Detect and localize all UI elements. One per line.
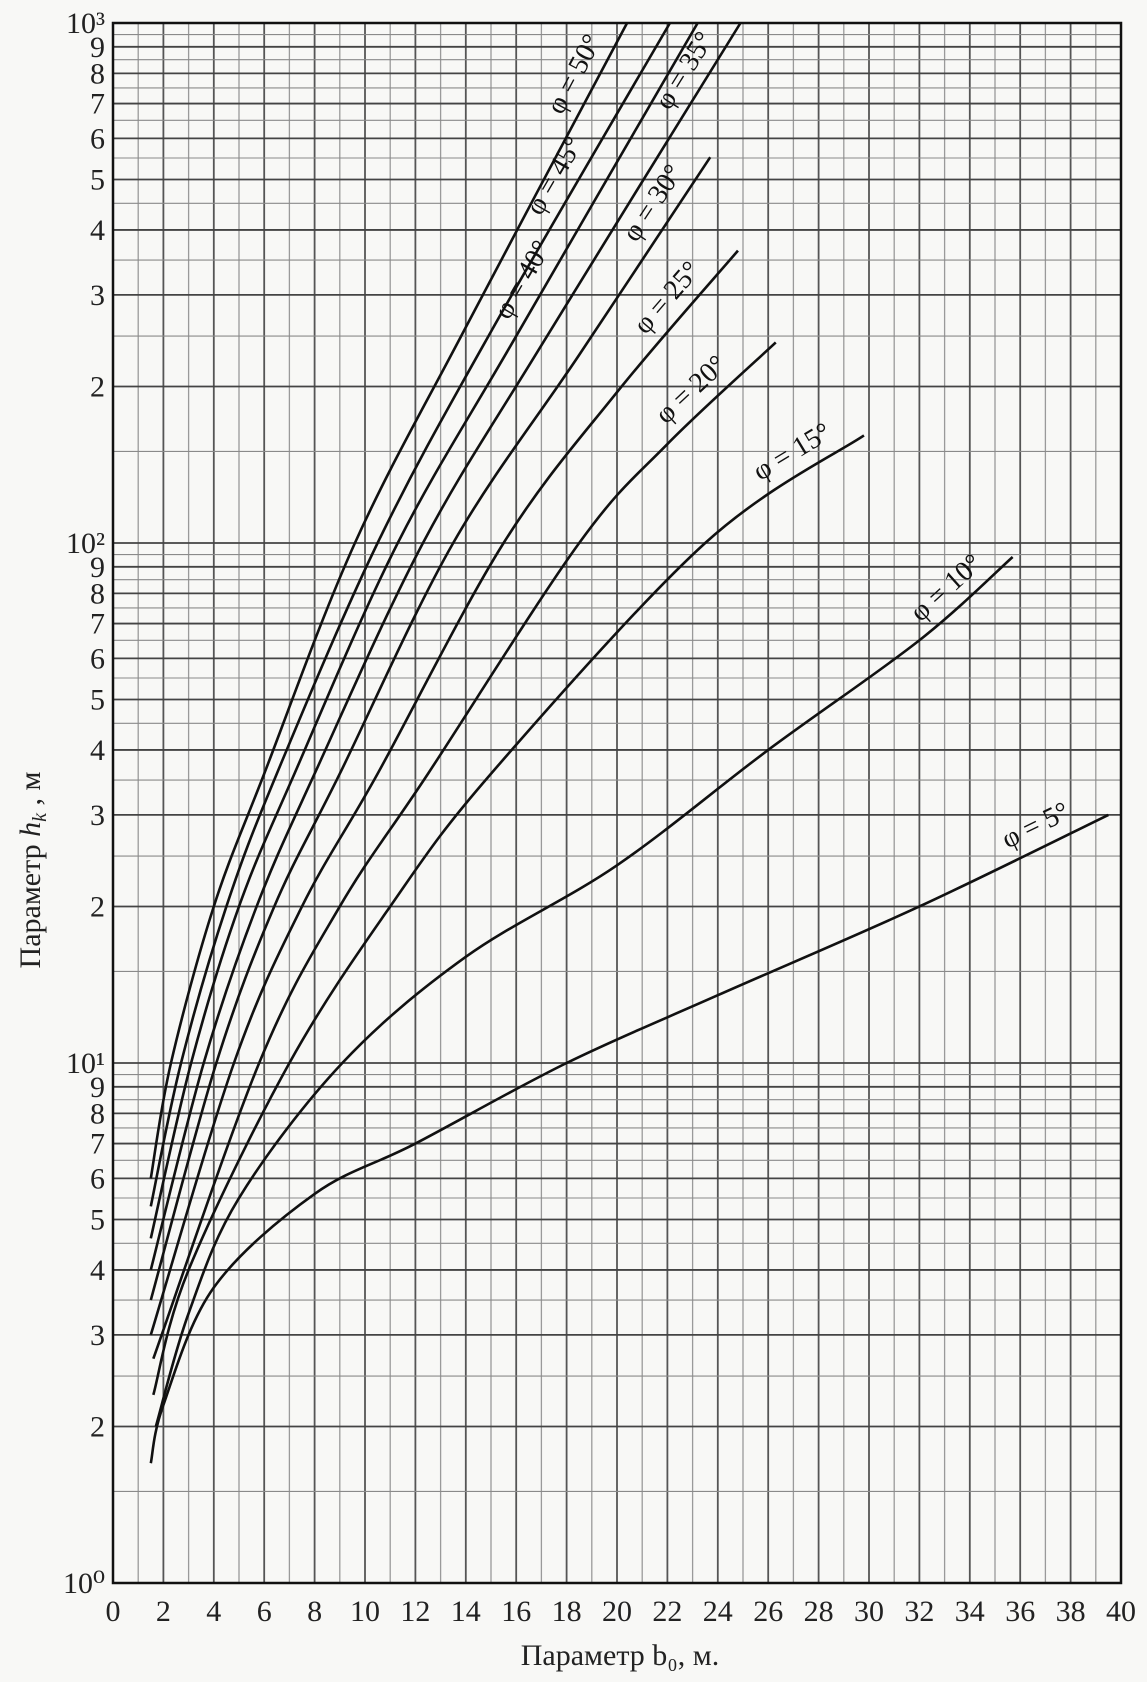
x-tick-label: 20: [602, 1595, 632, 1628]
y-axis-label: Параметр hk , м: [14, 772, 51, 969]
y-label-sub: k: [29, 812, 51, 822]
series-line-phi-40: [149, 22, 699, 1239]
series-line-phi-10: [154, 556, 1014, 1427]
y-tick-label: 6: [90, 1162, 105, 1195]
x-tick-label: 36: [1005, 1595, 1035, 1628]
x-tick-label: 34: [955, 1595, 985, 1628]
x-tick-label: 30: [854, 1595, 884, 1628]
series-label: φ = 45°: [520, 131, 590, 220]
y-tick-label: 3: [90, 799, 105, 832]
series-line-phi-35: [149, 22, 742, 1271]
y-tick-label: 9: [90, 31, 105, 64]
x-tick-label: 32: [904, 1595, 934, 1628]
series-line-phi-25: [149, 249, 739, 1336]
y-tick-label: 7: [90, 88, 105, 121]
x-tick-label: 6: [257, 1595, 272, 1628]
y-tick-label: 3: [90, 1319, 105, 1352]
series-label: φ = 20°: [650, 349, 733, 430]
y-tick-label: 4: [90, 1254, 105, 1287]
y-label-suffix: , м: [14, 772, 47, 814]
y-label-var: h: [14, 822, 47, 837]
y-tick-label: 5: [90, 164, 105, 197]
y-label-prefix: Параметр: [14, 837, 47, 969]
x-tick-label: 38: [1056, 1595, 1086, 1628]
series-line-phi-5: [149, 813, 1109, 1464]
y-tick-label: 7: [90, 608, 105, 641]
x-tick-label: 8: [307, 1595, 322, 1628]
x-tick-label: 18: [552, 1595, 582, 1628]
x-tick-label: 12: [400, 1595, 430, 1628]
x-tick-label: 2: [156, 1595, 171, 1628]
y-tick-label: 9: [90, 551, 105, 584]
y-tick-label: 4: [90, 214, 105, 247]
x-tick-label: 10: [350, 1595, 380, 1628]
x-tick-label: 14: [451, 1595, 481, 1628]
y-tick-label: 8: [90, 577, 105, 610]
x-tick-label: 16: [501, 1595, 531, 1628]
y-tick-label: 10³: [66, 7, 105, 40]
series-label: φ = 40°: [488, 235, 557, 324]
y-tick-label: 8: [90, 57, 105, 90]
series-line-phi-30: [149, 156, 712, 1301]
y-tick-label: 9: [90, 1071, 105, 1104]
plot-frame: [111, 21, 1123, 1585]
x-axis-label: Параметр b₀, м.: [521, 1639, 720, 1672]
x-tick-label: 22: [652, 1595, 682, 1628]
x-tick-label: 28: [804, 1595, 834, 1628]
y-tick-label: 2: [90, 890, 105, 923]
series-label: φ = 10°: [904, 548, 988, 628]
y-tick-label: 6: [90, 642, 105, 675]
y-tick-label: 10²: [66, 527, 105, 560]
series-line-phi-15: [152, 434, 865, 1396]
x-tick-label: 40: [1106, 1595, 1136, 1628]
grid: [112, 22, 1122, 1584]
y-tick-label: 4: [90, 734, 105, 767]
y-tick-label: 3: [90, 279, 105, 312]
axes: 0 2 4 6 8 10 12 14 16 18 20 22 24 26 28 30 32 34 36 38 4010⁰…: [63, 7, 1136, 1628]
y-tick-label: 6: [90, 122, 105, 155]
curve-labels: φ = 50°φ = 45°φ = 40°φ = 35°φ = 30°φ = 2…: [488, 26, 1074, 855]
series-label: φ = 5°: [997, 796, 1075, 855]
series-line-phi-20: [152, 341, 777, 1360]
curves: [149, 22, 1109, 1464]
y-tick-label: 10¹: [66, 1047, 105, 1080]
series-line-phi-50: [149, 22, 629, 1179]
x-tick-label: 0: [106, 1595, 121, 1628]
y-tick-label: 2: [90, 1410, 105, 1443]
x-tick-label: 4: [206, 1595, 221, 1628]
y-tick-label: 7: [90, 1128, 105, 1161]
y-tick-label: 5: [90, 1204, 105, 1237]
y-tick-label: 5: [90, 684, 105, 717]
y-tick-label: 8: [90, 1097, 105, 1130]
y-tick-label: 2: [90, 370, 105, 403]
x-tick-label: 24: [703, 1595, 733, 1628]
series-line-phi-45: [149, 22, 672, 1207]
y-tick-label: 10⁰: [63, 1567, 105, 1600]
x-tick-label: 26: [753, 1595, 783, 1628]
